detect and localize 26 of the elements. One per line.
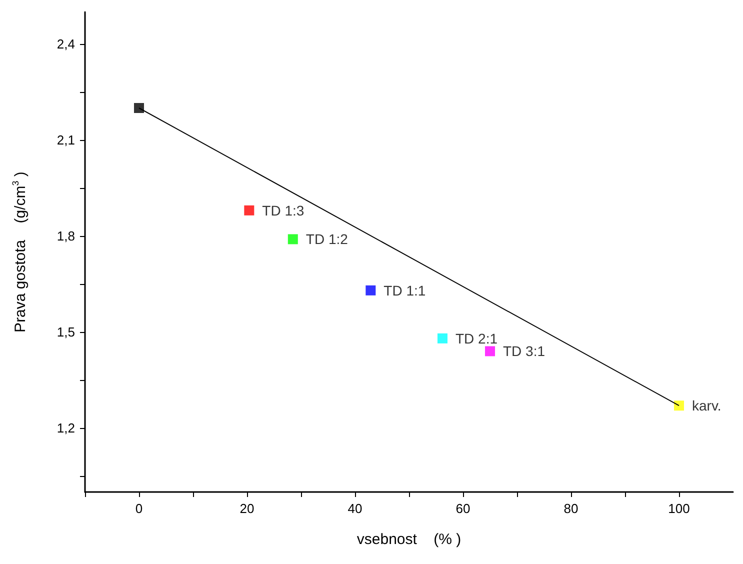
x-tick-label: 40 <box>348 501 362 516</box>
x-tick-label: 20 <box>240 501 254 516</box>
x-tick-label: 100 <box>668 501 690 516</box>
y-tick-label: 2,4 <box>56 36 75 52</box>
y-tick-label: 1,2 <box>56 420 75 436</box>
series-label: TD 1:3 <box>262 202 304 218</box>
point <box>437 333 448 344</box>
series-label: TD 3:1 <box>503 343 546 360</box>
x-tick-label: 80 <box>564 501 578 516</box>
y-tick-label: 2,1 <box>56 132 75 148</box>
y-tick-label: 1,5 <box>56 324 75 340</box>
point <box>244 205 254 216</box>
point <box>485 346 495 356</box>
x-tick-label: 60 <box>456 501 470 516</box>
point <box>366 285 376 296</box>
y-axis-title: Prava gostota (g/cm3 ) <box>10 172 29 332</box>
series-label: karv. <box>692 398 722 414</box>
series-label: TD 2:1 <box>455 330 498 346</box>
x-tick-label: 0 <box>135 501 143 516</box>
y-tick-label: 1,8 <box>56 228 75 244</box>
point <box>134 103 144 113</box>
series-label: TD 1:1 <box>384 282 426 298</box>
point <box>674 400 684 411</box>
point <box>288 234 298 244</box>
x-axis-title: vsebnost (% ) <box>356 531 462 548</box>
series-label: TD 1:2 <box>306 231 348 248</box>
